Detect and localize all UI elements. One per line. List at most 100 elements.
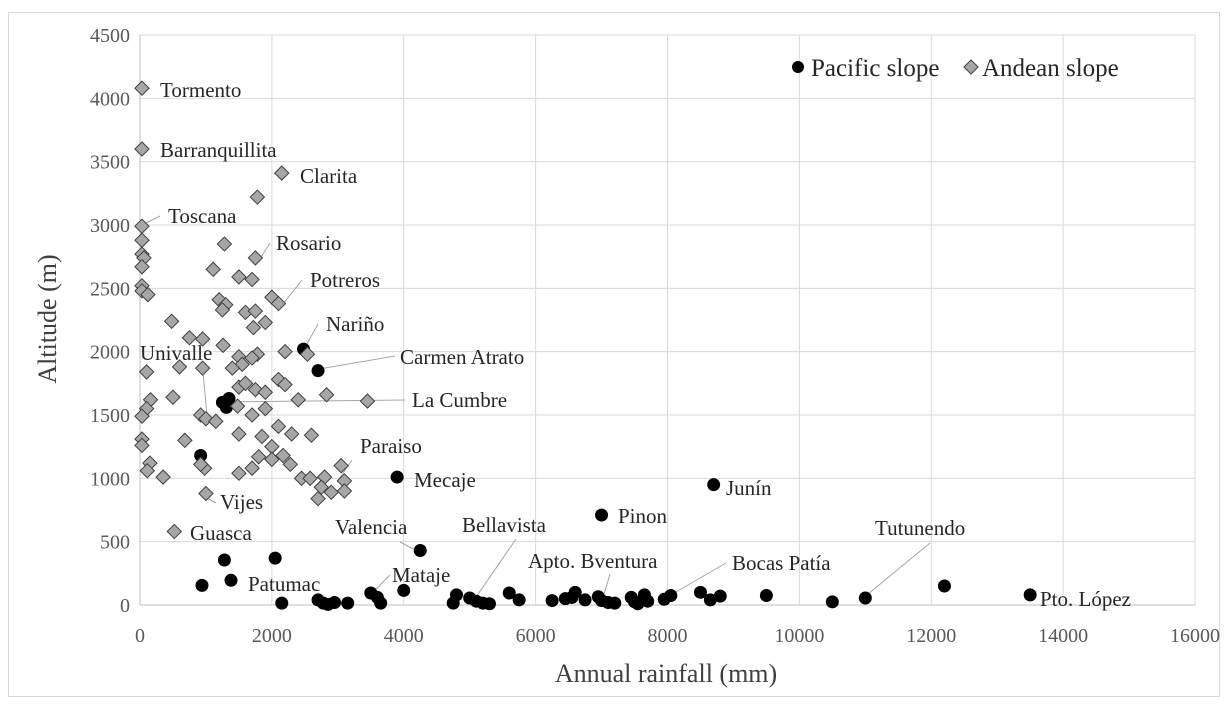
x-tick-label: 16000 — [1170, 625, 1220, 647]
andean-slope-point — [257, 384, 274, 400]
annotation-label: Toscana — [168, 204, 237, 228]
annotation-label: Patumac — [248, 572, 320, 596]
pacific-slope-point — [397, 583, 411, 597]
andean-slope-point — [290, 392, 307, 408]
annotation-leader-line — [143, 215, 161, 225]
annotation-leader-line — [282, 279, 303, 305]
annotation-label: Apto. Bventura — [528, 549, 658, 573]
andean-slope-point — [224, 360, 241, 376]
andean-slope-point — [277, 343, 293, 360]
y-tick-label: 2000 — [90, 342, 130, 364]
annotation-label: Paraiso — [360, 434, 422, 458]
andean-slope-point — [257, 314, 274, 331]
pacific-slope-point — [568, 585, 582, 599]
annotation-label: Mecaje — [414, 468, 476, 492]
annotation-label: Pto. López — [1040, 587, 1131, 611]
annotation-label: Pinon — [618, 504, 668, 528]
y-tick-label: 1500 — [90, 405, 130, 427]
annotation-leader-line — [668, 562, 727, 597]
pacific-slope-point — [759, 589, 773, 602]
x-tick-label: 12000 — [906, 625, 956, 647]
pacific-slope-point — [578, 593, 592, 607]
annotation-label: Bocas Patía — [732, 551, 831, 575]
andean-slope-point — [198, 485, 214, 502]
y-axis-title: Altitude (m) — [33, 254, 62, 383]
pacific-slope-point — [664, 589, 678, 602]
andean-slope-point — [166, 523, 183, 540]
pacific-slope-point — [341, 596, 355, 610]
andean-slope-point — [283, 426, 300, 442]
x-axis-title: Annual rainfall (mm) — [555, 659, 777, 688]
x-tick-label: 2000 — [252, 625, 292, 647]
annotation-label: Vijes — [220, 490, 263, 514]
y-tick-label: 2500 — [90, 278, 130, 300]
annotation-leader-line — [202, 372, 208, 416]
annotation-label: Carmen Atrato — [400, 345, 524, 369]
y-tick-label: 3500 — [90, 152, 130, 174]
annotation-label: Nariño — [326, 312, 384, 336]
andean-slope-point — [181, 329, 198, 346]
pacific-slope-point — [608, 596, 622, 610]
pacific-slope-point — [641, 594, 655, 608]
andean-slope-point — [237, 304, 254, 321]
andean-slope-point — [277, 376, 293, 393]
annotation-leader-line — [861, 542, 931, 600]
x-tick-label: 6000 — [516, 625, 556, 647]
legend: Pacific slope Andean slope — [792, 55, 1119, 82]
andean-slope-point — [257, 400, 274, 417]
andean-slope-point — [254, 428, 270, 445]
andean-slope-point — [247, 303, 264, 319]
pacific-slope-point — [825, 595, 839, 609]
annotation-leader-line — [318, 355, 396, 370]
x-tick-label: 0 — [135, 625, 145, 647]
andean-slope-point — [192, 456, 209, 473]
pacific-slope-point — [268, 551, 282, 565]
andean-slope-point — [155, 469, 171, 485]
pacific-slope-point — [195, 578, 209, 592]
pacific-slope-point — [217, 553, 231, 567]
andean-slope-point — [140, 286, 156, 303]
andean-slope-point — [302, 470, 318, 487]
annotation-label: Barranquillita — [160, 138, 277, 162]
chart-frame — [8, 12, 1220, 697]
y-tick-label: 500 — [100, 532, 130, 554]
pacific-slope-point — [595, 508, 609, 522]
legend-label-andean: Andean slope — [982, 55, 1119, 82]
annotation-label: Junín — [726, 476, 772, 500]
andean-slope-point — [194, 331, 211, 347]
andean-slope-point — [163, 313, 180, 330]
annotation-leader-line — [471, 538, 517, 604]
andean-slope-point — [264, 438, 280, 455]
andean-slope-point — [333, 457, 349, 474]
annotation-label: Tormento — [160, 78, 241, 102]
andean-slope-point — [303, 427, 320, 444]
andean-slope-point — [134, 437, 150, 454]
annotation-label: Univalle — [140, 341, 212, 365]
pacific-slope-point — [275, 596, 289, 610]
andean-slope-point — [134, 80, 150, 96]
andean-slope-point — [171, 359, 188, 375]
y-tick-label: 4000 — [90, 88, 130, 110]
pacific-slope-point — [858, 591, 872, 605]
annotation-label: Potreros — [310, 268, 380, 292]
annotation-labels: Tormento Barranquillita Clarita Toscana Rosa… — [140, 78, 1131, 611]
andean-slope-point — [231, 426, 247, 442]
legend-label-pacific: Pacific slope — [811, 55, 939, 82]
legend-marker-pacific — [792, 61, 804, 73]
andean-slope-point — [177, 432, 193, 449]
andean-slope-point — [134, 408, 150, 425]
pacific-slope-point — [512, 593, 526, 607]
andean-slope-point — [270, 418, 287, 435]
pacific-slope-point — [328, 595, 342, 609]
x-tick-label: 14000 — [1038, 625, 1088, 647]
andean-slope-point — [134, 218, 150, 235]
legend-marker-andean — [963, 59, 979, 75]
andean-slope-point — [194, 360, 211, 376]
andean-slope-point — [215, 337, 231, 354]
x-tick-label: 4000 — [384, 625, 424, 647]
annotation-leader-line — [602, 573, 611, 599]
andean-slope-point — [359, 393, 376, 409]
andean-slope-point — [282, 456, 299, 473]
andean-slope-point — [323, 484, 339, 501]
y-tick-label: 1000 — [90, 468, 130, 490]
